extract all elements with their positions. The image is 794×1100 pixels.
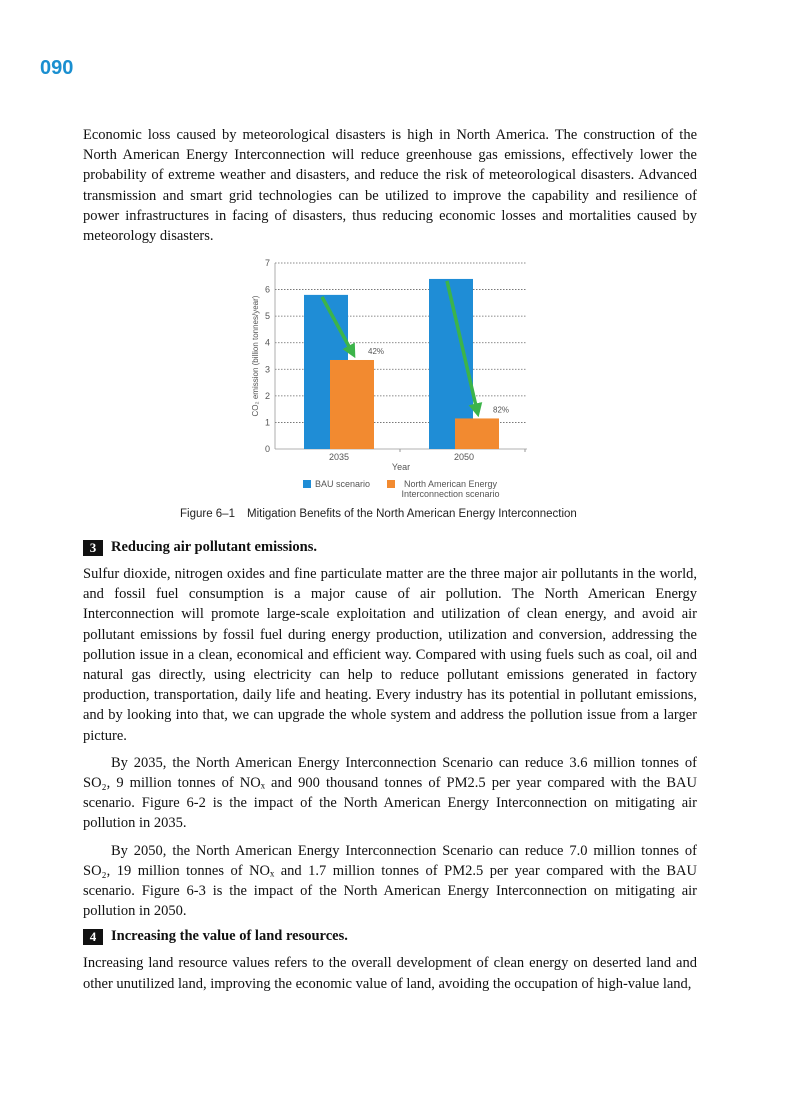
annotation: 42% <box>368 347 384 356</box>
y-tick-label: 5 <box>265 311 270 321</box>
page-number: 090 <box>40 57 74 79</box>
legend-item: North American Energy Interconnection sc… <box>387 479 502 499</box>
section-number: 4 <box>83 928 103 945</box>
section-title: Reducing air pollutant emissions. <box>111 539 317 555</box>
section-heading: 4 Increasing the value of land resources. <box>83 928 697 945</box>
legend-label: BAU scenario <box>315 479 371 489</box>
body: 3 Reducing air pollutant emissions. Sulfur… <box>83 539 697 1001</box>
legend-swatch <box>303 480 311 488</box>
paragraph: Economic loss caused by meteorological d… <box>83 127 697 245</box>
arrow <box>320 296 356 359</box>
x-tick-label: 2050 <box>454 452 474 462</box>
section-heading: 3 Reducing air pollutant emissions. <box>83 539 697 556</box>
legend-item: BAU scenario <box>303 479 370 489</box>
paragraph: Increasing land resource values refers t… <box>83 955 697 992</box>
chart-svg: 0 1 2 3 4 5 6 7 CO₂ emission (billion tonnes/yea… <box>251 258 527 472</box>
y-tick-label: 0 <box>265 444 270 454</box>
legend-label: North American Energy Interconnection sc… <box>401 479 500 499</box>
y-tick-label: 3 <box>265 364 270 374</box>
paragraph: By 2035, the North American Energy Inter… <box>83 754 697 832</box>
annotation: 82% <box>493 405 509 414</box>
paragraph: Sulfur dioxide, nitrogen oxides and fine… <box>83 566 697 744</box>
bar <box>330 359 374 449</box>
y-axis-label: CO₂ emission (billion tonnes/year) <box>251 295 260 416</box>
section-title: Increasing the value of land resources. <box>111 928 348 945</box>
y-tick-label: 7 <box>265 258 270 268</box>
bar <box>455 418 499 449</box>
figure-label: Figure 6‒1 <box>180 508 235 520</box>
arrow <box>445 280 483 418</box>
y-tick-label: 1 <box>265 417 270 427</box>
paragraph: By 2050, the North American Energy Inter… <box>83 842 697 920</box>
x-axis-label: Year <box>392 462 410 472</box>
legend-swatch <box>387 480 395 488</box>
x-tick-label: 2035 <box>329 452 349 462</box>
chart: 0 1 2 3 4 5 6 7 CO₂ emission (billion tonnes/yea… <box>230 250 550 505</box>
figure-caption: Mitigation Benefits of the North America… <box>246 508 577 520</box>
section-number: 3 <box>83 539 103 556</box>
y-tick-label: 6 <box>265 285 270 295</box>
caption: Figure 6‒1 Mitigation Benefits of the Nor… <box>180 508 577 520</box>
y-tick-label: 4 <box>265 338 270 348</box>
y-tick-label: 2 <box>265 391 270 401</box>
